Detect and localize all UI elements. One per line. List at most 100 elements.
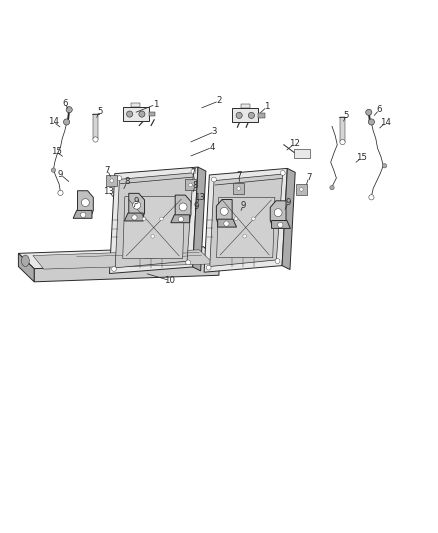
Text: 2: 2 <box>216 96 222 106</box>
Text: 9: 9 <box>286 198 291 207</box>
Polygon shape <box>33 250 214 269</box>
Text: 13: 13 <box>194 193 205 202</box>
Circle shape <box>81 199 89 206</box>
Text: 1: 1 <box>265 102 270 111</box>
Text: 15: 15 <box>50 147 62 156</box>
Circle shape <box>275 259 280 263</box>
Polygon shape <box>123 197 185 259</box>
Circle shape <box>212 177 216 182</box>
Ellipse shape <box>212 254 219 263</box>
Polygon shape <box>217 197 275 257</box>
Polygon shape <box>124 213 143 221</box>
Circle shape <box>64 119 70 125</box>
Text: 7: 7 <box>306 173 311 182</box>
Bar <box>296 184 307 195</box>
Polygon shape <box>193 167 206 271</box>
Circle shape <box>340 140 345 145</box>
Text: 9: 9 <box>58 170 63 179</box>
Bar <box>149 112 155 116</box>
Polygon shape <box>171 215 190 223</box>
Text: 5: 5 <box>343 111 349 120</box>
Circle shape <box>186 260 191 265</box>
Circle shape <box>369 195 374 200</box>
Text: 6: 6 <box>62 99 67 108</box>
Circle shape <box>142 217 146 221</box>
Text: 12: 12 <box>289 139 300 148</box>
Circle shape <box>139 111 145 117</box>
Polygon shape <box>216 199 232 226</box>
Circle shape <box>248 112 254 118</box>
Circle shape <box>368 119 374 125</box>
Polygon shape <box>73 211 92 219</box>
Circle shape <box>278 222 283 228</box>
Circle shape <box>151 235 155 238</box>
Circle shape <box>366 109 372 115</box>
Circle shape <box>206 265 211 270</box>
Bar <box>93 114 98 140</box>
Text: 7: 7 <box>190 168 195 177</box>
Text: 6: 6 <box>377 105 382 114</box>
Circle shape <box>189 183 192 187</box>
Text: 13: 13 <box>103 187 114 196</box>
Bar <box>185 179 196 190</box>
Circle shape <box>117 176 122 181</box>
Text: 7: 7 <box>105 166 110 175</box>
Circle shape <box>224 221 229 226</box>
Circle shape <box>66 107 72 113</box>
Circle shape <box>133 201 141 209</box>
Circle shape <box>300 188 303 191</box>
Bar <box>232 108 258 123</box>
Polygon shape <box>204 168 287 272</box>
Text: 1: 1 <box>153 100 158 109</box>
Circle shape <box>252 217 255 221</box>
Text: 10: 10 <box>164 276 176 285</box>
Text: 9: 9 <box>194 201 199 211</box>
Circle shape <box>234 217 238 221</box>
Text: 3: 3 <box>212 127 217 136</box>
Text: 9: 9 <box>240 201 246 209</box>
Polygon shape <box>282 168 295 270</box>
Text: 4: 4 <box>209 143 215 152</box>
Circle shape <box>93 137 98 142</box>
Polygon shape <box>270 201 286 227</box>
Text: 14: 14 <box>48 117 59 126</box>
Text: 7: 7 <box>236 171 241 180</box>
Circle shape <box>243 235 247 238</box>
Circle shape <box>127 111 133 117</box>
Polygon shape <box>115 173 193 268</box>
Bar <box>241 104 250 108</box>
Circle shape <box>236 112 242 118</box>
Circle shape <box>220 207 228 215</box>
Polygon shape <box>210 174 283 266</box>
Bar <box>131 103 140 107</box>
Circle shape <box>81 212 86 217</box>
Polygon shape <box>34 262 219 282</box>
Text: 8: 8 <box>192 181 198 190</box>
Circle shape <box>274 209 282 216</box>
Polygon shape <box>18 247 219 269</box>
Circle shape <box>179 203 187 211</box>
Bar <box>233 183 244 194</box>
Bar <box>294 149 310 158</box>
Polygon shape <box>129 193 145 220</box>
Bar <box>340 117 345 142</box>
Polygon shape <box>18 253 34 282</box>
Text: 14: 14 <box>380 118 391 127</box>
Circle shape <box>112 266 117 271</box>
Bar <box>258 113 265 118</box>
Circle shape <box>280 171 285 175</box>
Circle shape <box>160 217 163 221</box>
Text: 15: 15 <box>356 154 367 163</box>
Circle shape <box>132 215 137 220</box>
Text: 8: 8 <box>124 177 130 187</box>
Circle shape <box>51 168 56 172</box>
Polygon shape <box>110 167 198 273</box>
Circle shape <box>382 164 387 168</box>
Ellipse shape <box>21 255 29 266</box>
Polygon shape <box>78 191 93 217</box>
Circle shape <box>110 179 113 182</box>
Bar <box>123 107 149 121</box>
Text: 5: 5 <box>97 107 102 116</box>
Polygon shape <box>175 195 191 221</box>
Circle shape <box>58 190 63 196</box>
